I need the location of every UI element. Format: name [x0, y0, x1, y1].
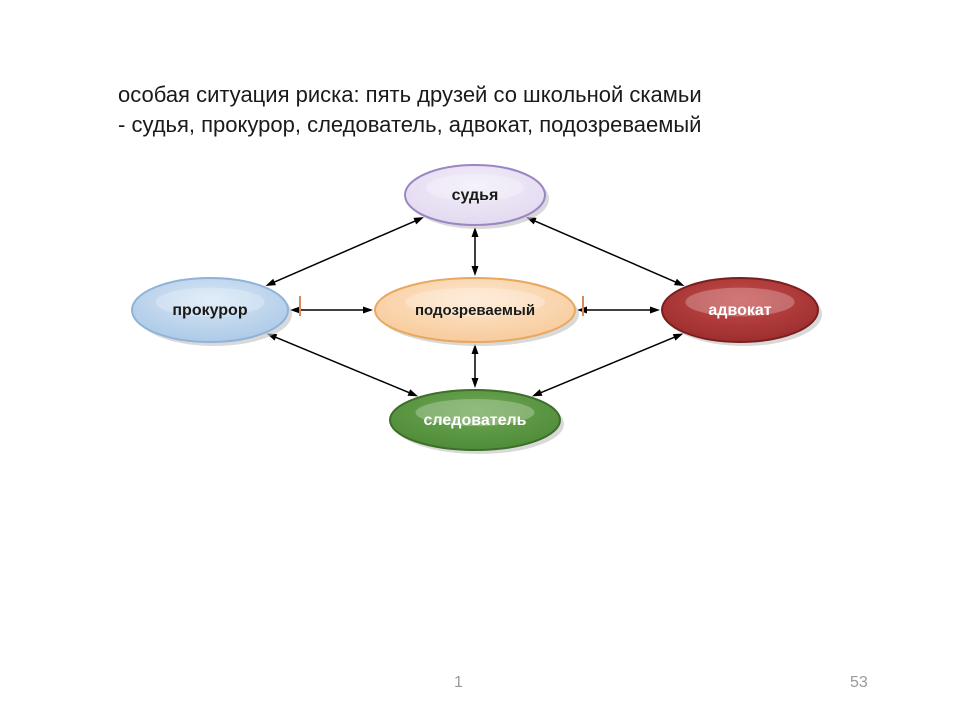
node-label-suspect: подозреваемый — [415, 302, 535, 319]
node-label-investigator: следователь — [424, 412, 527, 429]
footer-page-left: 1 — [454, 674, 463, 692]
footer-page-right: 53 — [850, 674, 868, 692]
node-label-judge: судья — [452, 187, 499, 204]
node-label-lawyer: адвокат — [708, 302, 771, 319]
relationship-diagram: судья прокурор подозреваемый адвокат следова… — [0, 0, 960, 720]
node-label-prosecutor: прокурор — [172, 302, 247, 319]
